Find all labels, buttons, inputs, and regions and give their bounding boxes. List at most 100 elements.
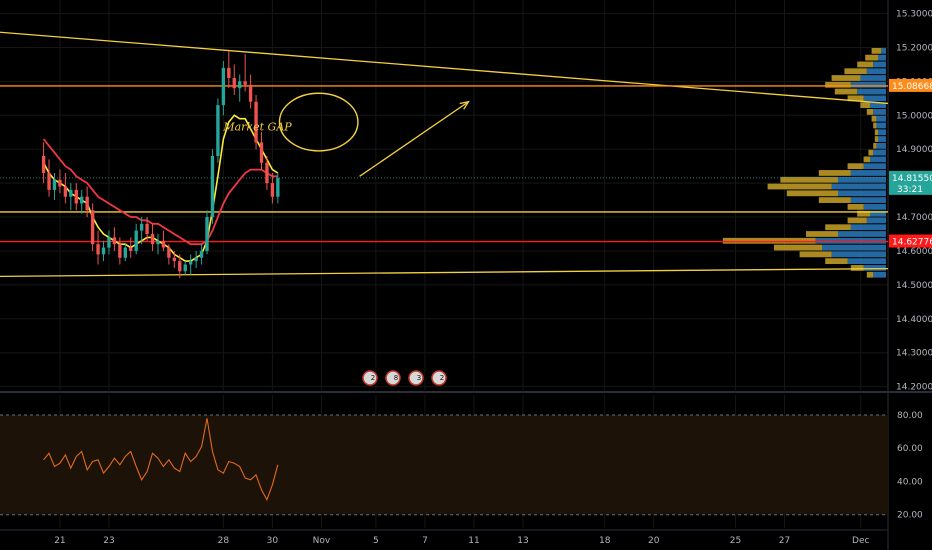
volume-profile-bar: [871, 115, 877, 122]
event-count: 8: [394, 374, 398, 382]
volume-profile-bar: [847, 217, 867, 224]
event-count: 2: [440, 374, 444, 382]
drawing-ellipse: [278, 92, 359, 152]
candle-body: [227, 67, 231, 78]
volume-profile-bar: [838, 176, 886, 183]
time-axis-label: 23: [103, 536, 114, 546]
time-axis-label: 7: [422, 536, 428, 546]
volume-profile-bar: [873, 271, 886, 278]
time-axis-label: 5: [373, 536, 379, 546]
rsi-band: [0, 414, 888, 515]
volume-profile-bar: [870, 156, 886, 163]
candle-body: [161, 240, 166, 248]
candle-body: [210, 156, 215, 218]
volume-profile-bar: [831, 251, 886, 258]
volume-profile-bar: [863, 95, 886, 102]
time-axis-label: Nov: [313, 536, 331, 546]
candle-body: [199, 250, 204, 258]
volume-profile-bar: [857, 61, 874, 68]
candle-body: [58, 179, 62, 187]
volume-profile-bar: [847, 163, 864, 170]
volume-profile-bar: [850, 170, 886, 176]
event-flag-icon: [385, 370, 401, 386]
volume-profile-bar: [818, 170, 851, 176]
volume-profile-bar: [847, 95, 864, 102]
candle-body: [90, 210, 95, 245]
volume-profile-bar: [767, 183, 832, 190]
candle-body: [52, 179, 57, 190]
time-axis-label: 28: [218, 536, 230, 546]
volume-profile-bar: [815, 237, 886, 244]
volume-profile-bar: [871, 47, 882, 54]
rsi-axis-label: 60.00: [897, 444, 923, 454]
candle-body: [238, 81, 242, 89]
volume-profile-bar: [878, 136, 886, 142]
candle-body: [118, 244, 122, 258]
candle-body: [145, 223, 149, 234]
volume-profile-bar: [873, 61, 886, 68]
volume-profile-bar: [878, 129, 886, 136]
volume-profile-bar: [774, 244, 822, 251]
event-count: 2: [371, 374, 375, 382]
candle-body: [129, 247, 133, 251]
volume-profile-bar: [786, 190, 838, 197]
drawing-arrow-head: [459, 100, 470, 110]
volume-profile-bar: [873, 142, 877, 149]
price-axis-label: 14.90000: [896, 145, 932, 155]
volume-profile-bar: [866, 109, 874, 115]
market-gap-annotation: Market GAP: [222, 121, 292, 134]
candle-body: [47, 172, 51, 190]
time-axis-label: 25: [730, 536, 741, 546]
candle-body: [80, 196, 84, 204]
volume-profile-bar: [873, 122, 877, 129]
candle-body: [96, 244, 100, 255]
volume-profile-bar: [834, 88, 858, 95]
volume-profile-bar: [847, 203, 864, 210]
current-price-label: 14.81550: [892, 174, 932, 184]
time-axis-label: 13: [517, 536, 528, 546]
volume-profile-bar: [874, 129, 878, 136]
volume-profile-bar: [857, 88, 886, 95]
current-price-tag: [889, 170, 932, 195]
volume-profile-bar: [844, 68, 867, 75]
time-axis-label: 30: [267, 536, 279, 546]
ma-slow-line: [42, 138, 278, 246]
volume-profile-bar: [863, 265, 886, 271]
time-axis-label: 20: [648, 536, 660, 546]
candle-body: [123, 247, 127, 258]
upper-trendline: [0, 31, 889, 105]
volume-profile-bar: [876, 115, 886, 122]
volume-profile-bar: [831, 183, 886, 190]
volume-profile-bar: [878, 54, 886, 61]
event-count: 3: [417, 374, 421, 382]
volume-profile-bar: [831, 75, 861, 81]
candle-body: [156, 240, 160, 245]
candle-body: [69, 189, 73, 197]
time-axis-label: 18: [599, 536, 611, 546]
support-price-label: 14.62776: [892, 238, 932, 248]
volume-profile-bar: [857, 210, 870, 217]
volume-profile-bar: [863, 163, 886, 170]
volume-profile-bar: [780, 176, 838, 183]
candle-body: [101, 247, 106, 255]
volume-profile-bar: [876, 122, 886, 129]
price-axis-label: 15.00000: [896, 111, 932, 121]
candle-body: [63, 186, 68, 197]
volume-profile-bar: [818, 197, 851, 203]
volume-profile-bar: [873, 109, 886, 115]
volume-profile-bar: [722, 237, 816, 244]
volume-profile-bar: [838, 190, 886, 197]
candle-body: [167, 247, 171, 258]
volume-profile-bar: [866, 217, 886, 224]
candle-body: [270, 183, 275, 197]
volume-profile-bar: [850, 81, 886, 88]
volume-profile-bar: [876, 142, 886, 149]
event-flag-icon: [431, 370, 447, 386]
volume-profile-bar: [850, 197, 886, 203]
event-flag-icon: [362, 370, 378, 386]
volume-profile-bar: [863, 203, 886, 210]
candle-body: [150, 234, 155, 245]
resistance-price-label: 15.08668: [892, 82, 932, 92]
candle-body: [216, 105, 220, 156]
